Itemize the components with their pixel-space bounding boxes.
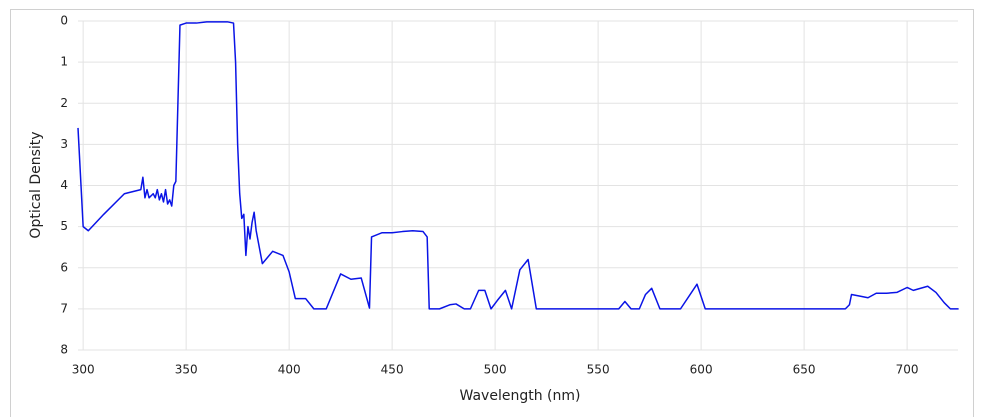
y-tick-label: 1 [60, 55, 68, 69]
x-tick-label: 650 [793, 363, 816, 377]
y-axis-title: Optical Density [28, 131, 44, 238]
y-tick-label: 4 [60, 178, 68, 192]
x-axis-title: Wavelength (nm) [460, 388, 581, 404]
x-tick-label: 500 [484, 363, 507, 377]
data-line [77, 21, 959, 310]
x-tick-label: 300 [72, 363, 95, 377]
y-tick-label: 0 [60, 14, 68, 28]
x-tick-label: 700 [896, 363, 919, 377]
x-tick-label: 400 [278, 363, 301, 377]
y-tick-label: 8 [60, 343, 68, 357]
y-tick-label: 3 [60, 137, 68, 151]
chart-frame [10, 9, 974, 417]
x-tick-label: 600 [690, 363, 713, 377]
y-tick-label: 2 [60, 96, 68, 110]
y-tick-label: 6 [60, 260, 68, 274]
y-tick-label: 5 [60, 219, 68, 233]
x-tick-label: 450 [381, 363, 404, 377]
x-tick-label: 350 [175, 363, 198, 377]
y-tick-label: 7 [60, 301, 68, 315]
x-tick-label: 550 [587, 363, 610, 377]
